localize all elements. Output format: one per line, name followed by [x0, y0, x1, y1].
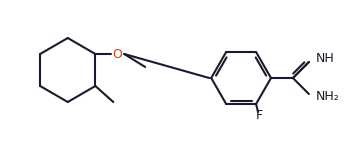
Text: NH: NH: [316, 52, 335, 66]
Text: F: F: [255, 110, 263, 123]
Text: NH₂: NH₂: [316, 90, 339, 104]
Text: O: O: [112, 48, 122, 60]
